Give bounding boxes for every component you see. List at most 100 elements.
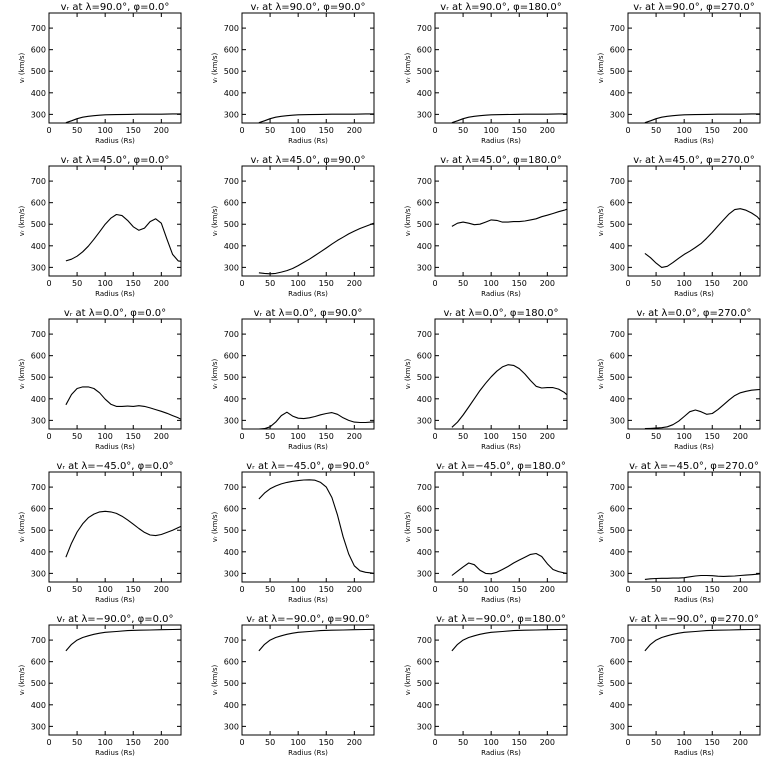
y-tick-label: 400 [417, 701, 432, 710]
chart-title: vᵣ at λ=45.0°, φ=270.0° [633, 155, 754, 166]
x-tick-label: 200 [733, 126, 748, 135]
y-tick-label: 600 [31, 199, 46, 208]
x-tick-label: 150 [512, 126, 527, 135]
chart-title: vᵣ at λ=90.0°, φ=180.0° [440, 2, 561, 13]
y-tick-label: 400 [224, 89, 239, 98]
y-tick-label: 600 [417, 352, 432, 361]
chart-panel: vᵣ at λ=0.0°, φ=270.0° 0 50 100 150 200 300 400… [597, 308, 761, 451]
y-tick-label: 500 [417, 67, 432, 76]
x-tick-label: 100 [484, 432, 499, 441]
chart-title: vᵣ at λ=0.0°, φ=270.0° [636, 308, 751, 319]
x-tick-label: 200 [540, 432, 555, 441]
x-tick-label: 100 [484, 279, 499, 288]
data-line [451, 552, 568, 576]
plot-frame [434, 318, 568, 430]
x-tick-label: 150 [319, 279, 334, 288]
x-axis-label: Radius (Rs) [95, 137, 135, 145]
y-tick-label: 300 [31, 722, 46, 731]
x-tick-label: 200 [733, 585, 748, 594]
y-tick-label: 300 [224, 263, 239, 272]
chart-title: vᵣ at λ=−90.0°, φ=270.0° [629, 614, 759, 625]
data-line [451, 208, 568, 227]
plot-frame [241, 471, 375, 583]
y-axis-label: vᵣ (km/s) [211, 511, 219, 542]
chart-title: vᵣ at λ=0.0°, φ=90.0° [254, 308, 363, 319]
y-tick-label: 600 [31, 46, 46, 55]
chart-title: vᵣ at λ=−45.0°, φ=90.0° [246, 461, 369, 472]
x-tick-label: 50 [72, 126, 82, 135]
x-tick-label: 200 [733, 279, 748, 288]
y-tick-label: 500 [224, 679, 239, 688]
y-tick-label: 700 [610, 177, 625, 186]
y-tick-label: 300 [31, 416, 46, 425]
x-tick-label: 200 [154, 126, 169, 135]
x-tick-label: 150 [126, 126, 141, 135]
chart-panel: vᵣ at λ=45.0°, φ=180.0° 0 50 100 150 200 300 40… [404, 155, 568, 298]
x-tick-label: 0 [239, 585, 244, 594]
y-tick-label: 400 [31, 395, 46, 404]
plot-frame [627, 624, 761, 736]
y-tick-label: 600 [610, 46, 625, 55]
y-tick-label: 300 [224, 110, 239, 119]
x-tick-label: 100 [291, 738, 306, 747]
chart-title: vᵣ at λ=90.0°, φ=270.0° [633, 2, 754, 13]
x-tick-label: 200 [347, 585, 362, 594]
x-tick-label: 100 [677, 279, 692, 288]
data-line [65, 386, 182, 420]
chart-panel: vᵣ at λ=45.0°, φ=270.0° 0 50 100 150 200 300 40… [597, 155, 761, 298]
x-tick-label: 150 [512, 585, 527, 594]
y-tick-label: 700 [31, 24, 46, 33]
x-tick-label: 150 [705, 126, 720, 135]
plot-frame [434, 12, 568, 124]
x-axis-label: Radius (Rs) [481, 749, 521, 757]
plot-frame [434, 624, 568, 736]
y-tick-label: 700 [610, 483, 625, 492]
chart-title: vᵣ at λ=−90.0°, φ=180.0° [436, 614, 566, 625]
y-tick-label: 300 [224, 722, 239, 731]
data-line [65, 510, 182, 558]
y-tick-label: 600 [610, 352, 625, 361]
data-line [65, 213, 182, 262]
plot-frame [627, 471, 761, 583]
plot-frame [241, 624, 375, 736]
x-axis-label: Radius (Rs) [674, 596, 714, 604]
x-tick-label: 50 [651, 279, 661, 288]
x-axis-label: Radius (Rs) [288, 443, 328, 451]
x-tick-label: 50 [265, 279, 275, 288]
x-tick-label: 150 [319, 126, 334, 135]
chart-title: vᵣ at λ=0.0°, φ=180.0° [443, 308, 558, 319]
x-tick-label: 50 [458, 585, 468, 594]
y-tick-label: 500 [224, 526, 239, 535]
y-tick-label: 300 [417, 416, 432, 425]
x-axis-label: Radius (Rs) [674, 290, 714, 298]
y-tick-label: 300 [31, 569, 46, 578]
y-tick-label: 500 [417, 679, 432, 688]
y-axis-label: vᵣ (km/s) [597, 205, 605, 236]
x-axis-label: Radius (Rs) [481, 290, 521, 298]
y-tick-label: 700 [31, 330, 46, 339]
y-tick-label: 500 [224, 67, 239, 76]
plot-frame [627, 165, 761, 277]
x-tick-label: 0 [432, 432, 437, 441]
y-tick-label: 600 [224, 658, 239, 667]
y-tick-label: 500 [610, 526, 625, 535]
x-tick-label: 100 [98, 432, 113, 441]
y-tick-label: 600 [610, 505, 625, 514]
chart-panel: vᵣ at λ=0.0°, φ=180.0° 0 50 100 150 200 300 400… [404, 308, 568, 451]
y-axis-label: vᵣ (km/s) [18, 205, 26, 236]
plot-frame [48, 318, 182, 430]
plot-frame [434, 165, 568, 277]
plot-frame [48, 165, 182, 277]
x-tick-label: 0 [46, 585, 51, 594]
y-tick-label: 400 [224, 242, 239, 251]
x-tick-label: 0 [432, 585, 437, 594]
x-tick-label: 200 [540, 738, 555, 747]
x-tick-label: 150 [705, 738, 720, 747]
y-tick-label: 400 [417, 89, 432, 98]
y-tick-label: 700 [417, 24, 432, 33]
y-tick-label: 400 [31, 548, 46, 557]
data-line [258, 479, 375, 574]
y-tick-label: 500 [610, 679, 625, 688]
y-tick-label: 300 [417, 569, 432, 578]
